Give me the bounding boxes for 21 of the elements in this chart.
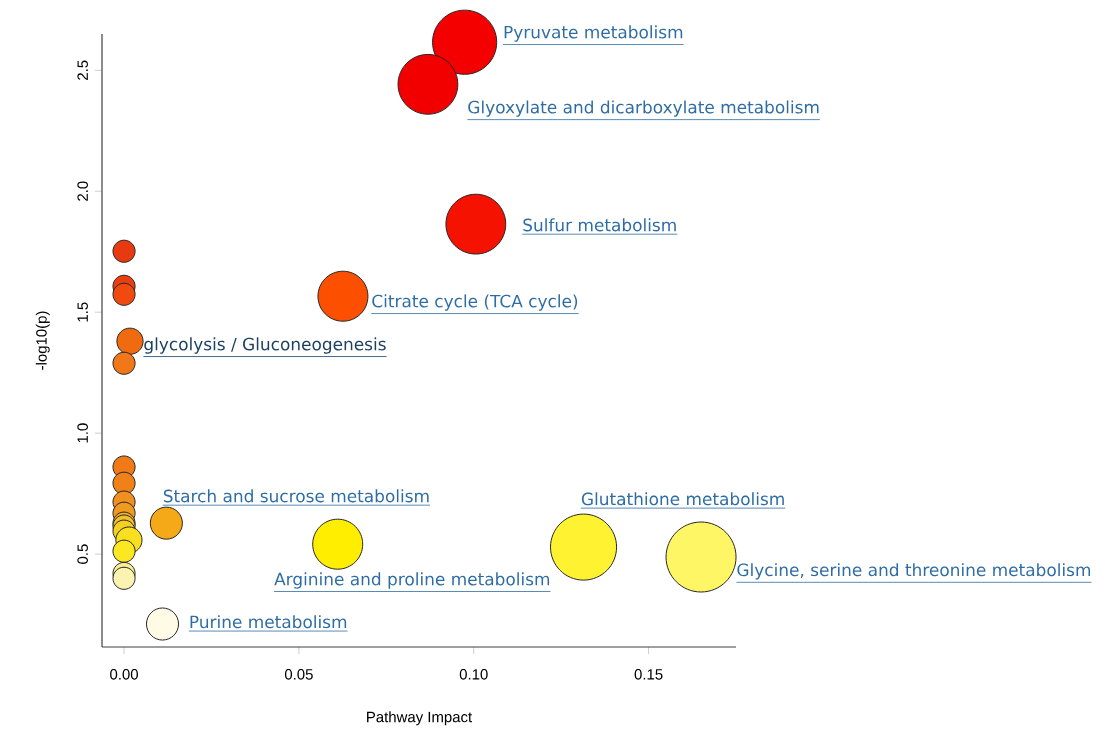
x-tick-label: 0.15 [634,669,663,680]
y-tick-label: 1.0 [77,423,88,443]
annotation: Purine metabolism [190,615,347,629]
annotation: Citrate cycle (TCA cycle) [372,294,578,311]
annotation: Starch and sucrose metabolism [163,489,429,503]
x-tick-label: 0.00 [110,669,138,680]
y-tick-label: 2.5 [77,60,88,80]
x-axis-title: Pathway Impact [367,711,473,726]
y-axis-title: -log10(p) [35,311,50,370]
x-tick-label: 0.10 [459,669,488,680]
x-tick-label: 0.05 [284,669,313,680]
annotation: Glutathione metabolism [581,492,784,506]
annotation: Arginine and proline metabolism [274,572,550,589]
y-tick-label: 2.0 [77,181,88,201]
y-tick-label: 1.5 [77,302,88,322]
annotation: glycolysis / Gluconeogenesis [144,337,386,354]
annotation: Glycine, serine and threonine metabolism [737,563,1091,580]
annotation: Pyruvate metabolism [504,25,683,42]
y-tick-label: 0.5 [77,544,88,564]
annotation: Sulfur metabolism [523,218,676,232]
annotation: Glyoxylate and dicarboxylate metabolism [468,100,819,117]
